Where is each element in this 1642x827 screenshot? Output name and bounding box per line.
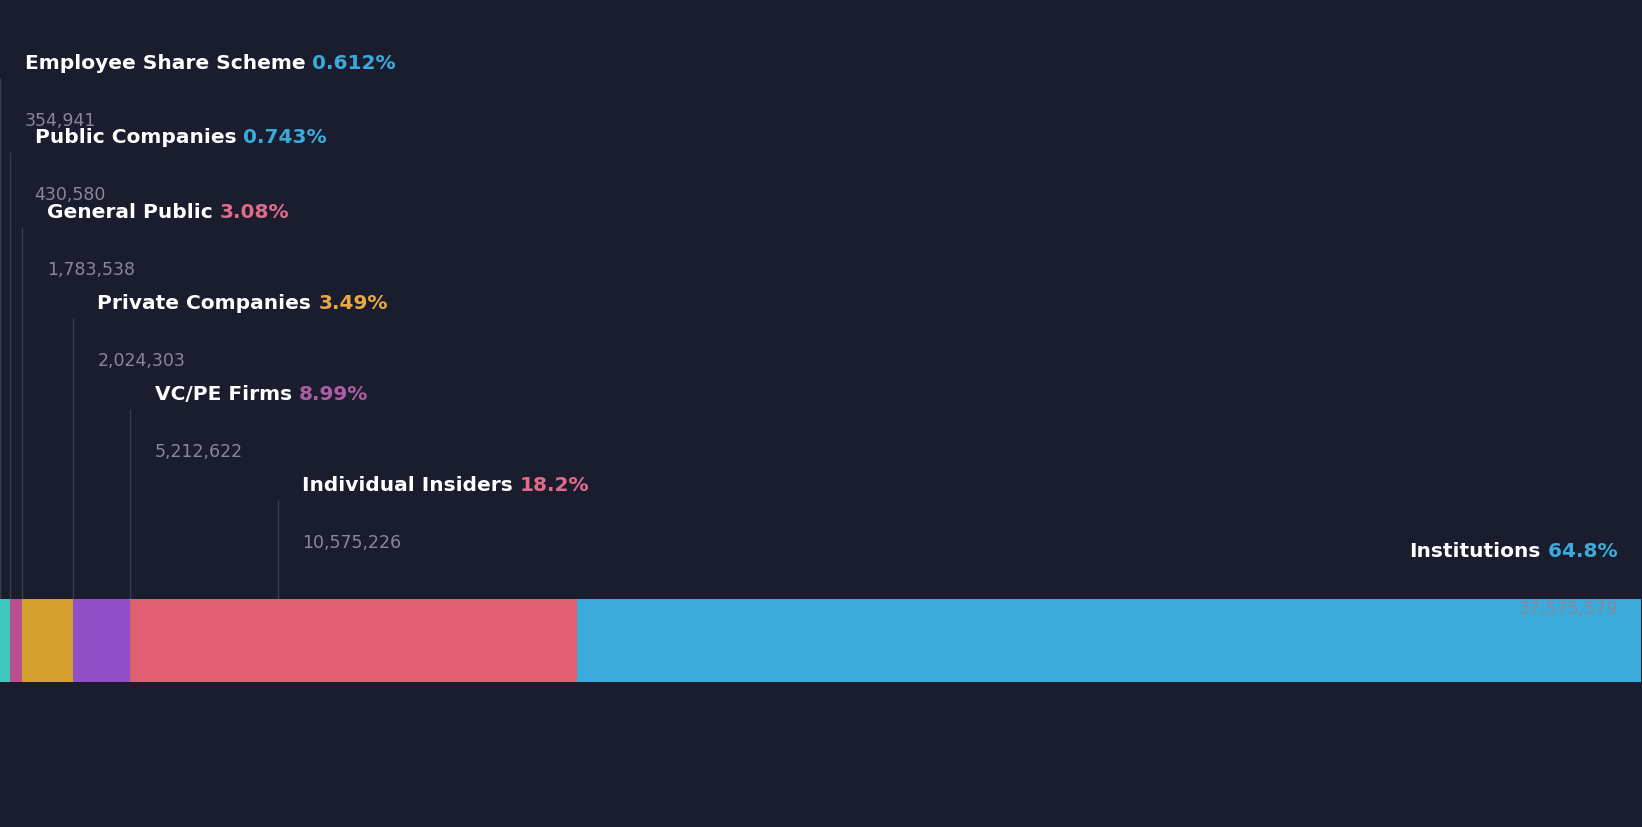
Bar xyxy=(23,600,72,682)
Text: 5,212,622: 5,212,622 xyxy=(154,442,243,461)
Text: 10,575,226: 10,575,226 xyxy=(302,533,402,552)
Bar xyxy=(72,600,130,682)
Text: 0.743%: 0.743% xyxy=(243,128,327,147)
Text: 3.08%: 3.08% xyxy=(220,203,289,222)
Text: 64.8%: 64.8% xyxy=(1540,542,1617,561)
Bar xyxy=(0,600,10,682)
Text: 8.99%: 8.99% xyxy=(299,385,368,404)
Text: 18.2%: 18.2% xyxy=(521,476,589,495)
Text: VC/PE Firms: VC/PE Firms xyxy=(154,385,299,404)
Bar xyxy=(10,600,23,682)
Text: 37,575,579: 37,575,579 xyxy=(1519,600,1617,618)
Text: 3.49%: 3.49% xyxy=(319,294,388,313)
Text: 1,783,538: 1,783,538 xyxy=(48,261,135,279)
Text: Private Companies: Private Companies xyxy=(97,294,319,313)
Text: 0.612%: 0.612% xyxy=(312,54,396,73)
Text: General Public: General Public xyxy=(48,203,220,222)
Bar xyxy=(576,600,1640,682)
Text: 430,580: 430,580 xyxy=(34,186,107,204)
Bar xyxy=(130,600,277,682)
Bar xyxy=(277,600,576,682)
Text: Individual Insiders: Individual Insiders xyxy=(302,476,521,495)
Text: Institutions: Institutions xyxy=(1409,542,1540,561)
Text: Employee Share Scheme: Employee Share Scheme xyxy=(25,54,312,73)
Text: 354,941: 354,941 xyxy=(25,112,95,130)
Text: 2,024,303: 2,024,303 xyxy=(97,351,186,370)
Text: Public Companies: Public Companies xyxy=(34,128,243,147)
